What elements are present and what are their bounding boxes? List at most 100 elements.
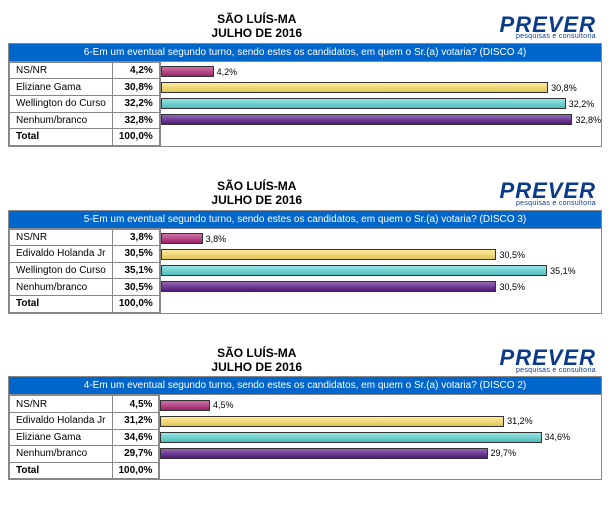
bar-value-label: 4,2% <box>217 67 238 77</box>
bar-value-label: 30,8% <box>551 83 577 93</box>
date-subtitle: JULHO DE 2016 <box>14 26 500 40</box>
table-row: Nenhum/branco30,5% <box>10 279 160 296</box>
row-value: 4,5% <box>112 396 159 413</box>
bar-value-label: 31,2% <box>507 416 533 426</box>
table-row: NS/NR4,2% <box>10 62 160 79</box>
panel-content: NS/NR3,8%Edivaldo Holanda Jr30,5%Welling… <box>8 229 602 314</box>
row-value: 29,7% <box>112 446 159 463</box>
panel-content: NS/NR4,5%Edivaldo Holanda Jr31,2%Elizian… <box>8 395 602 480</box>
bar-row: 4,5% <box>160 397 601 413</box>
table-row: Edivaldo Holanda Jr31,2% <box>10 412 159 429</box>
logo-main: PREVER <box>500 348 596 368</box>
bar <box>161 82 548 93</box>
row-label: Edivaldo Holanda Jr <box>10 246 113 263</box>
bar <box>160 400 210 411</box>
location-title: SÃO LUÍS-MA <box>14 12 500 26</box>
table-row: Nenhum/branco32,8% <box>10 112 160 129</box>
bar <box>160 432 541 443</box>
location-title: SÃO LUÍS-MA <box>14 346 500 360</box>
bar-row: 29,7% <box>160 445 601 461</box>
date-subtitle: JULHO DE 2016 <box>14 360 500 374</box>
bar <box>160 448 487 459</box>
prever-logo: PREVERpesquisas e consultoria <box>500 348 596 374</box>
table-row: Nenhum/branco29,7% <box>10 446 159 463</box>
row-label: NS/NR <box>10 396 113 413</box>
table-row-total: Total100,0% <box>10 295 160 312</box>
survey-panel: SÃO LUÍS-MAJULHO DE 2016PREVERpesquisas … <box>8 8 602 147</box>
table-row: Eliziane Gama30,8% <box>10 79 160 96</box>
bar-value-label: 30,5% <box>499 250 525 260</box>
bar-chart: 3,8% 30,5% 35,1% 30,5% <box>160 229 601 313</box>
bar-row: 4,2% <box>161 64 601 80</box>
bar <box>161 249 497 260</box>
row-value: 3,8% <box>112 229 159 246</box>
row-label: Edivaldo Holanda Jr <box>10 412 113 429</box>
logo-main: PREVER <box>500 181 596 201</box>
bar-row: 35,1% <box>161 263 601 279</box>
question-bar: 4-Em um eventual segundo turno, sendo es… <box>8 376 602 395</box>
bar-value-label: 32,2% <box>569 99 595 109</box>
panel-header: SÃO LUÍS-MAJULHO DE 2016PREVERpesquisas … <box>8 8 602 43</box>
bar-value-label: 30,5% <box>499 282 525 292</box>
row-label: Wellington do Curso <box>10 95 113 112</box>
question-bar: 6-Em um eventual segundo turno, sendo es… <box>8 43 602 62</box>
prever-logo: PREVERpesquisas e consultoria <box>500 15 596 41</box>
row-label: Wellington do Curso <box>10 262 113 279</box>
bar <box>161 233 203 244</box>
title-block: SÃO LUÍS-MAJULHO DE 2016 <box>14 8 500 41</box>
data-table: NS/NR4,5%Edivaldo Holanda Jr31,2%Elizian… <box>9 395 159 479</box>
panel-header: SÃO LUÍS-MAJULHO DE 2016PREVERpesquisas … <box>8 342 602 377</box>
row-value: 32,8% <box>112 112 159 129</box>
row-value: 30,5% <box>112 246 159 263</box>
row-label: Eliziane Gama <box>10 429 113 446</box>
bar-value-label: 35,1% <box>550 266 576 276</box>
survey-panel: SÃO LUÍS-MAJULHO DE 2016PREVERpesquisas … <box>8 342 602 481</box>
total-label: Total <box>10 129 113 146</box>
bar-row-spacer <box>161 295 601 311</box>
bar-row: 30,8% <box>161 80 601 96</box>
title-block: SÃO LUÍS-MAJULHO DE 2016 <box>14 175 500 208</box>
location-title: SÃO LUÍS-MA <box>14 179 500 193</box>
table-row: Wellington do Curso35,1% <box>10 262 160 279</box>
row-value: 34,6% <box>112 429 159 446</box>
row-value: 31,2% <box>112 412 159 429</box>
row-label: NS/NR <box>10 62 113 79</box>
total-value: 100,0% <box>112 462 159 479</box>
row-label: Nenhum/branco <box>10 446 113 463</box>
bar-value-label: 3,8% <box>206 234 227 244</box>
question-bar: 5-Em um eventual segundo turno, sendo es… <box>8 210 602 229</box>
table-row-total: Total100,0% <box>10 462 159 479</box>
total-label: Total <box>10 462 113 479</box>
row-label: Nenhum/branco <box>10 112 113 129</box>
data-table: NS/NR3,8%Edivaldo Holanda Jr30,5%Welling… <box>9 229 160 313</box>
total-value: 100,0% <box>112 129 159 146</box>
table-row: NS/NR4,5% <box>10 396 159 413</box>
bar <box>161 281 497 292</box>
row-label: Nenhum/branco <box>10 279 113 296</box>
bar-chart: 4,5% 31,2% 34,6% 29,7% <box>159 395 601 479</box>
table-row: Edivaldo Holanda Jr30,5% <box>10 246 160 263</box>
panel-content: NS/NR4,2%Eliziane Gama30,8%Wellington do… <box>8 62 602 147</box>
bar-row: 34,6% <box>160 429 601 445</box>
bar <box>160 416 504 427</box>
bar-value-label: 29,7% <box>491 448 517 458</box>
total-value: 100,0% <box>112 295 159 312</box>
table-row: Eliziane Gama34,6% <box>10 429 159 446</box>
bar-row-spacer <box>161 128 601 144</box>
title-block: SÃO LUÍS-MAJULHO DE 2016 <box>14 342 500 375</box>
row-value: 35,1% <box>112 262 159 279</box>
bar <box>161 98 566 109</box>
row-value: 30,5% <box>112 279 159 296</box>
bar-value-label: 32,8% <box>575 115 601 125</box>
bar-value-label: 34,6% <box>545 432 571 442</box>
bar-row: 30,5% <box>161 279 601 295</box>
date-subtitle: JULHO DE 2016 <box>14 193 500 207</box>
row-label: Eliziane Gama <box>10 79 113 96</box>
total-label: Total <box>10 295 113 312</box>
bar-row: 31,2% <box>160 413 601 429</box>
bar-row: 30,5% <box>161 247 601 263</box>
bar <box>161 265 547 276</box>
survey-panel: SÃO LUÍS-MAJULHO DE 2016PREVERpesquisas … <box>8 175 602 314</box>
bar <box>161 66 214 77</box>
logo-main: PREVER <box>500 15 596 35</box>
